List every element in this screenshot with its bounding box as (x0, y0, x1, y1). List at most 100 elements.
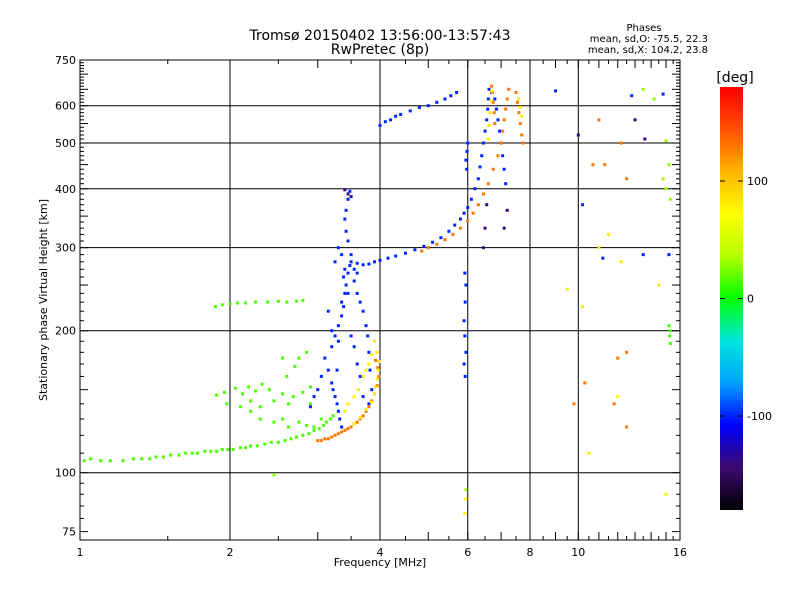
echo-point (272, 473, 276, 477)
echo-point (352, 395, 356, 399)
echo-point (417, 105, 421, 109)
echo-point (476, 203, 480, 207)
echo-point (297, 356, 301, 360)
echo-point (502, 118, 506, 122)
echo-point (389, 118, 393, 122)
echo-point (276, 299, 280, 303)
echo-point (619, 141, 623, 145)
echo-point (215, 449, 219, 453)
echo-point (336, 324, 340, 328)
y-tick-label: 75 (62, 526, 76, 539)
echo-point (466, 206, 470, 210)
chart-title: Tromsø 20150402 13:56:00-13:57:43 (249, 28, 511, 44)
echo-point (377, 360, 381, 364)
echo-point (463, 374, 467, 378)
echo-point (331, 388, 335, 392)
echo-point (316, 439, 320, 443)
echo-point (364, 408, 368, 412)
echo-point (431, 240, 435, 244)
echo-point (336, 246, 340, 250)
echo-point (422, 244, 426, 248)
echo-point (485, 118, 489, 122)
echo-point (316, 388, 320, 392)
echo-point (340, 430, 344, 434)
echo-points (82, 84, 672, 515)
echo-point (597, 246, 601, 250)
echo-point (491, 167, 495, 171)
echo-point (295, 299, 299, 303)
echo-point (333, 433, 337, 437)
echo-point (195, 451, 199, 455)
echo-point (348, 189, 352, 193)
phase-stats-title: Phases (626, 23, 661, 34)
echo-point (285, 374, 289, 378)
echo-point (346, 197, 350, 201)
echo-point (346, 271, 350, 275)
echo-point (375, 350, 379, 354)
echo-point (603, 163, 607, 167)
echo-point (355, 362, 359, 366)
echo-point (502, 167, 506, 171)
echo-point (148, 457, 152, 461)
echo-point (358, 417, 362, 421)
echo-point (576, 133, 580, 137)
colorbar-tick-label: -100 (747, 410, 772, 423)
echo-point (490, 84, 494, 88)
echo-point (597, 118, 601, 122)
echo-point (485, 203, 489, 207)
echo-point (225, 402, 229, 406)
echo-point (308, 402, 312, 406)
echo-point (504, 182, 508, 186)
echo-point (286, 425, 290, 429)
echo-point (657, 283, 661, 287)
echo-point (343, 409, 347, 413)
echo-point (317, 427, 321, 431)
echo-point (349, 253, 353, 257)
echo-point (260, 382, 264, 386)
echo-point (364, 368, 368, 372)
echo-point (426, 104, 430, 108)
echo-point (625, 350, 629, 354)
echo-point (349, 425, 353, 429)
echo-point (668, 329, 672, 333)
echo-point (203, 449, 207, 453)
echo-point (463, 271, 467, 275)
echo-point (343, 291, 347, 295)
echo-point (272, 399, 276, 403)
echo-point (490, 89, 494, 93)
echo-point (326, 309, 330, 313)
echo-point (463, 511, 467, 515)
echo-point (349, 195, 353, 199)
echo-point (492, 111, 496, 115)
echo-point (458, 226, 462, 230)
echo-point (215, 393, 219, 397)
echo-point (587, 451, 591, 455)
echo-point (471, 211, 475, 215)
echo-point (352, 279, 356, 283)
echo-point (420, 249, 424, 253)
echo-point (367, 405, 371, 409)
echo-point (494, 107, 498, 111)
echo-point (486, 107, 490, 111)
echo-point (462, 319, 466, 323)
echo-point (328, 417, 332, 421)
echo-point (466, 141, 470, 145)
echo-point (373, 339, 377, 343)
echo-point (383, 120, 387, 124)
echo-point (344, 283, 348, 287)
echo-point (233, 386, 237, 390)
echo-point (625, 177, 629, 181)
echo-point (342, 305, 346, 309)
echo-point (361, 374, 365, 378)
echo-point (281, 356, 285, 360)
echo-point (312, 425, 316, 429)
echo-point (502, 226, 506, 230)
echo-point (355, 420, 359, 424)
echo-point (244, 301, 248, 305)
echo-point (330, 329, 334, 333)
echo-point (253, 389, 257, 393)
echo-point (465, 149, 469, 153)
echo-point (249, 444, 253, 448)
echo-point (289, 437, 293, 441)
echo-point (281, 392, 285, 396)
